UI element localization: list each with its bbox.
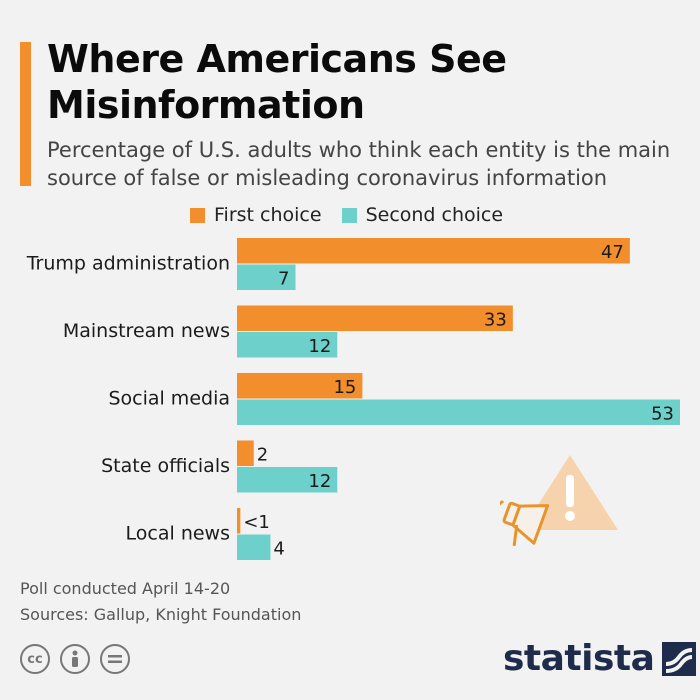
brand-wordmark: statista: [503, 638, 655, 679]
category-label: State officials: [101, 455, 230, 477]
legend: First choice Second choice: [190, 203, 523, 227]
statista-logo-icon: [662, 641, 697, 676]
cc-icon[interactable]: cc: [20, 644, 50, 674]
footer-notes: Poll conducted April 14-20 Sources: Gall…: [20, 576, 301, 628]
attribution-icon[interactable]: [60, 644, 90, 674]
bar-first: [237, 305, 513, 331]
bar-second: [237, 332, 338, 358]
data-label: 12: [308, 471, 331, 492]
data-label: <1: [243, 512, 270, 533]
title-accent-bar: [20, 42, 31, 186]
legend-item-first: First choice: [190, 204, 322, 226]
chart-subtitle: Percentage of U.S. adults who think each…: [47, 138, 671, 190]
data-label: 4: [273, 538, 284, 559]
chart-title: Where Americans See Misinformation: [47, 37, 507, 127]
data-label: 2: [257, 444, 268, 465]
category-label: Trump administration: [26, 253, 230, 275]
legend-label-second: Second choice: [365, 204, 504, 226]
bar-first: [237, 238, 630, 264]
bar-first: [237, 440, 254, 466]
data-label: 53: [651, 403, 674, 424]
bar-second: [237, 534, 271, 560]
category-label: Mainstream news: [63, 320, 230, 342]
no-derivatives-icon[interactable]: [100, 644, 130, 674]
data-label: 33: [484, 309, 507, 330]
legend-swatch-first: [190, 207, 205, 223]
data-label: 47: [601, 242, 624, 263]
data-label: 15: [333, 377, 356, 398]
statista-brand[interactable]: statista: [503, 638, 697, 679]
bar-second: [237, 264, 296, 290]
license-icons: cc: [20, 644, 140, 674]
bar-first: [237, 508, 241, 534]
legend-swatch-second: [341, 207, 357, 223]
poll-note: Poll conducted April 14-20: [20, 579, 231, 598]
bar-second: [237, 399, 680, 425]
category-label: Social media: [108, 388, 230, 410]
megaphone-warning-icon: [500, 455, 618, 547]
bar-second: [237, 467, 338, 493]
legend-label-first: First choice: [214, 204, 322, 226]
category-label: Local news: [126, 523, 230, 545]
sources-note: Sources: Gallup, Knight Foundation: [20, 605, 302, 624]
bar-first: [237, 373, 363, 399]
legend-item-second: Second choice: [341, 204, 504, 226]
data-label: 7: [278, 268, 289, 289]
data-label: 12: [308, 336, 331, 357]
